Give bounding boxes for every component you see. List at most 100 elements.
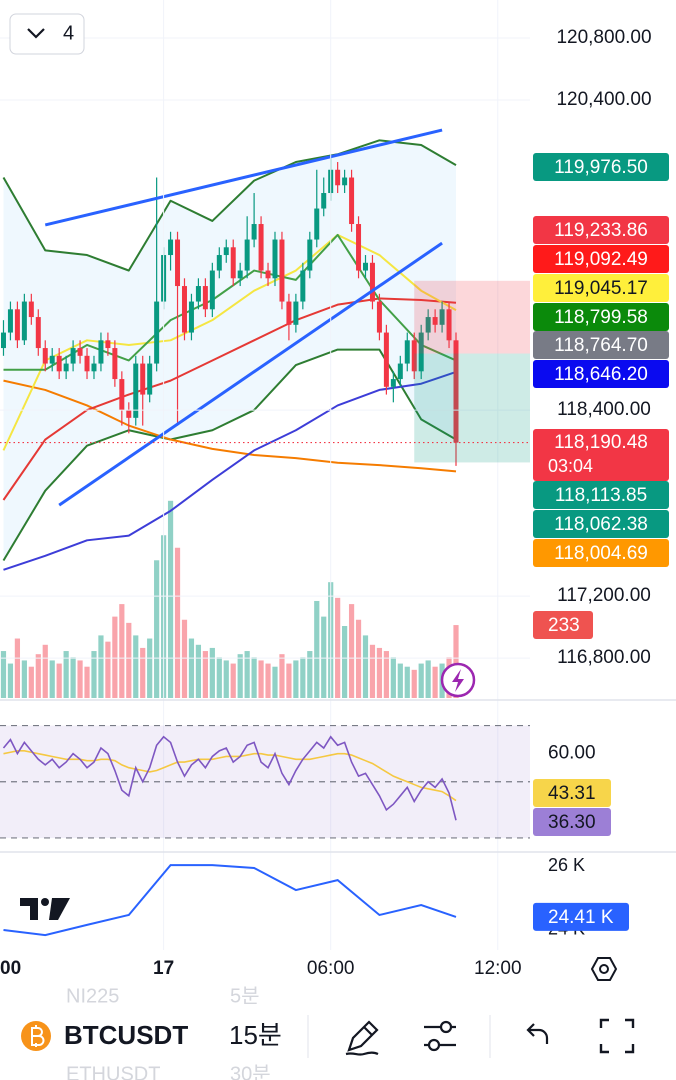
candle-body (411, 340, 417, 372)
candle-body (453, 340, 459, 443)
candle-body (91, 363, 97, 372)
indicator-line (2, 139, 457, 272)
candle-body (314, 208, 320, 240)
candle-body (425, 317, 431, 333)
volume-bar (342, 626, 348, 698)
volume-bar (418, 663, 424, 698)
volume-bar (369, 644, 376, 698)
candle-body (216, 255, 222, 271)
candle-body (293, 301, 299, 325)
undo-icon[interactable] (526, 1023, 549, 1044)
volume-bar (279, 654, 285, 698)
time-label: 00 (0, 958, 21, 979)
logo-part (20, 898, 38, 920)
volume-bar (77, 660, 83, 698)
volume-bar (28, 666, 34, 698)
volume-bar (355, 619, 362, 698)
price-tag-label: 119,045.17 (554, 278, 648, 299)
undo-button[interactable] (526, 1023, 549, 1044)
volume-bar (35, 654, 41, 698)
price-tick-label: 117,200.00 (557, 585, 651, 606)
lower-line (3, 864, 457, 937)
trendline (58, 241, 443, 507)
time-label: 17 (153, 958, 174, 979)
price-tag-label: 119,976.50 (554, 157, 648, 178)
candle-body (300, 270, 306, 302)
lower-tick-label: 26 K (548, 855, 585, 875)
candle-body (265, 270, 271, 279)
price-tag (533, 481, 669, 509)
price-tag-label: 118,799.58 (554, 307, 648, 328)
rsi-tag-label: 36.30 (548, 812, 596, 833)
candle-body (383, 332, 389, 387)
candle-body (237, 270, 243, 279)
target-zone (414, 353, 530, 463)
candle-body (49, 355, 55, 364)
indicators-button[interactable] (424, 1020, 456, 1052)
candle-body (77, 348, 83, 356)
candle-body (272, 239, 278, 279)
interval-name[interactable]: 15분 (229, 1020, 282, 1050)
settings-icon[interactable] (590, 957, 618, 981)
price-tag (533, 539, 669, 567)
volume-bar (307, 651, 313, 698)
fullscreen-icon[interactable] (599, 1018, 635, 1054)
volume-bar (167, 500, 174, 698)
candle-body (432, 317, 438, 325)
rsi-tag (533, 779, 611, 807)
volume-bar (244, 651, 250, 698)
candle-body (335, 169, 341, 186)
volume-bar (411, 669, 417, 698)
volume-bar (425, 660, 431, 698)
price-tag-label: 118,004.69 (554, 543, 648, 564)
trendline (44, 128, 443, 227)
price-tick-label: 120,800.00 (556, 27, 651, 48)
volume-bar (202, 651, 208, 698)
candle-body (119, 379, 125, 411)
pencil-icon[interactable] (345, 1020, 379, 1056)
candle-body (63, 363, 69, 372)
candle-body (446, 309, 452, 341)
volume-bar (42, 644, 48, 698)
interval-button[interactable]: 4 (9, 13, 85, 55)
background-symbol: NI225 (66, 985, 119, 1007)
volume-bar (348, 604, 355, 698)
button-frame[interactable] (9, 13, 85, 55)
candle-body (28, 301, 34, 318)
price-tag (533, 153, 669, 181)
volume-bar (21, 660, 27, 698)
price-tag-label: 118,764.70 (554, 335, 648, 356)
fullscreen-button[interactable] (599, 1018, 635, 1054)
background-interval: 5분 (230, 985, 260, 1007)
volume-bar (300, 657, 306, 698)
candle-body (105, 340, 111, 349)
volume-bar (0, 651, 7, 698)
candle-body (202, 286, 208, 310)
candle-body (362, 262, 368, 271)
candle-body (258, 224, 264, 271)
volume-bar (174, 547, 181, 698)
chevron-icon (27, 28, 45, 39)
symbol-name[interactable]: BTCUSDT (64, 1020, 188, 1050)
volume-tag (533, 611, 593, 639)
draw-button[interactable] (345, 1020, 379, 1056)
volume-bar (404, 666, 410, 698)
settings-button[interactable] (590, 957, 618, 981)
volume-bar (14, 638, 21, 698)
candle-body (342, 177, 348, 186)
volume-bar (112, 616, 118, 698)
candle-body (140, 363, 146, 395)
volume-bar (321, 616, 327, 698)
candle-body (70, 348, 76, 364)
volume-bar (265, 663, 271, 698)
volume-bar (91, 651, 97, 698)
volume-bar (397, 663, 403, 698)
logo-part (49, 898, 70, 920)
lightning-button[interactable] (440, 662, 476, 698)
countdown-label: 03:04 (548, 456, 593, 476)
volume-bar (188, 638, 195, 698)
volume-bar (376, 647, 383, 698)
candle-body (181, 286, 187, 333)
price-tag (533, 331, 669, 359)
price-tag (533, 274, 669, 302)
